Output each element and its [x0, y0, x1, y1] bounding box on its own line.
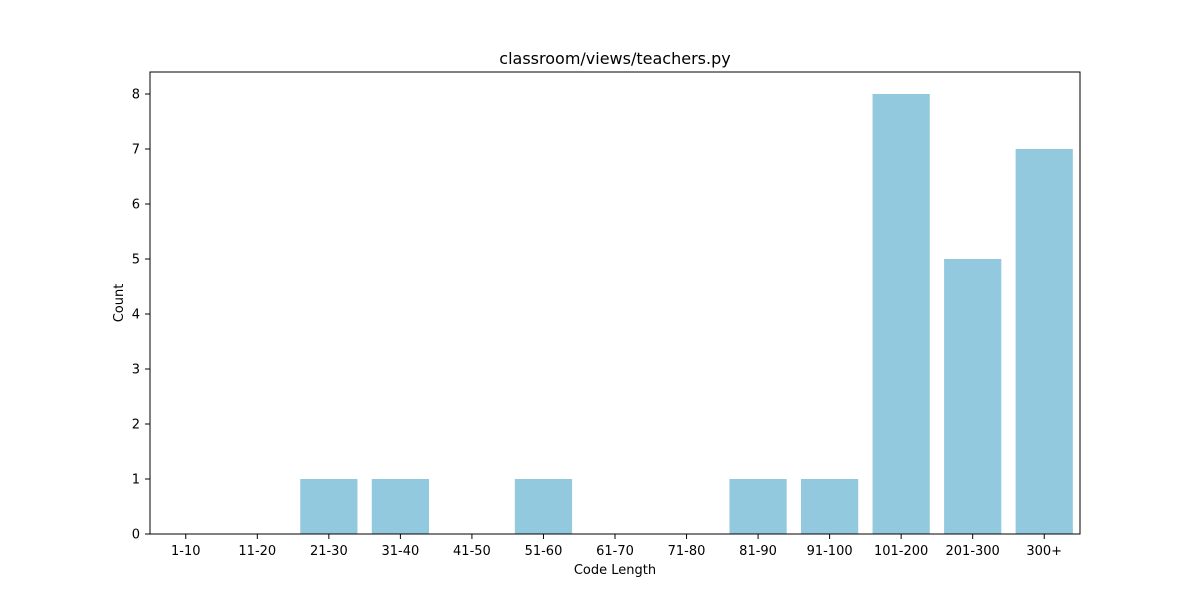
x-tick-label: 11-20: [238, 544, 276, 559]
x-tick-label: 51-60: [525, 544, 563, 559]
bar-81-90: [729, 479, 787, 534]
bar-300+: [1015, 149, 1073, 534]
bar-101-200: [872, 94, 930, 534]
y-axis-label: Count: [112, 284, 127, 323]
chart-title: classroom/views/teachers.py: [499, 49, 730, 68]
x-tick-label: 71-80: [668, 544, 706, 559]
y-tick-label: 5: [132, 253, 140, 268]
x-tick-label: 101-200: [874, 544, 928, 559]
y-axis: 0 1 2 3 4 5 6 7 8: [132, 88, 150, 543]
y-tick-label: 6: [132, 198, 140, 213]
x-tick-label: 61-70: [596, 544, 634, 559]
x-tick-label: 21-30: [310, 544, 348, 559]
x-tick-label: 201-300: [946, 544, 1000, 559]
x-tick-label: 300+: [1026, 544, 1062, 559]
y-tick-label: 0: [132, 528, 140, 543]
x-tick-label: 81-90: [739, 544, 777, 559]
x-axis-label: Code Length: [574, 563, 656, 578]
bar-21-30: [300, 479, 358, 534]
x-axis: 1-10 11-20 21-30 31-40 41-50 51-60 61-70 71-80 8…: [171, 534, 1062, 559]
bar-51-60: [514, 479, 573, 534]
bar-91-100: [801, 479, 859, 534]
y-tick-label: 8: [132, 88, 140, 103]
bars-layer: [300, 94, 1073, 534]
y-tick-label: 7: [132, 143, 140, 158]
x-tick-label: 41-50: [453, 544, 491, 559]
y-tick-label: 1: [132, 473, 140, 488]
x-tick-label: 1-10: [171, 544, 201, 559]
y-tick-label: 2: [132, 418, 140, 433]
bar-31-40: [371, 479, 429, 534]
y-tick-label: 4: [132, 308, 140, 323]
plot-frame: [149, 71, 1081, 535]
x-tick-label: 31-40: [381, 544, 419, 559]
x-tick-label: 91-100: [807, 544, 853, 559]
bar-201-300: [944, 259, 1002, 534]
y-tick-label: 3: [132, 363, 140, 378]
